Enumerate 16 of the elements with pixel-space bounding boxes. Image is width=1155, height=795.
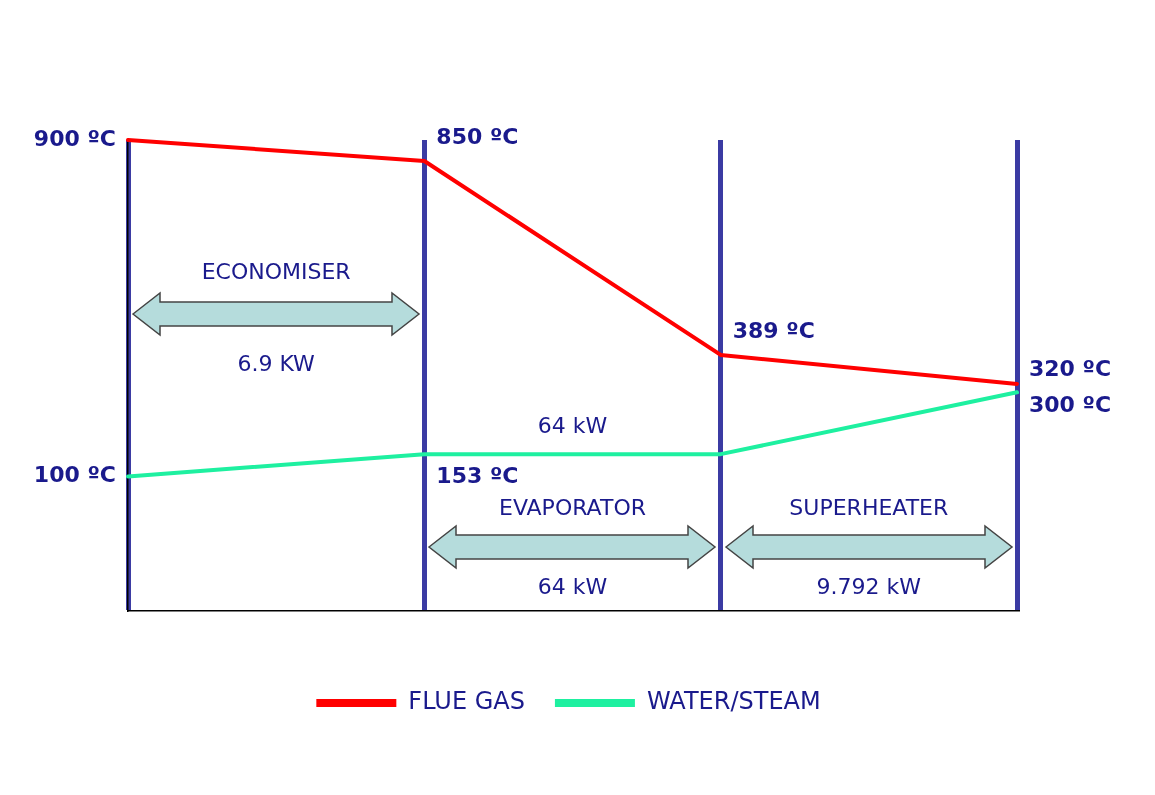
text: EVAPORATOR	[499, 494, 646, 520]
data-label: 900 ºC	[33, 125, 116, 151]
data-label: 850 ºC	[436, 123, 519, 149]
data-label: 389 ºC	[732, 317, 815, 343]
text: 64 kW	[537, 574, 608, 600]
annotation: ECONOMISER	[201, 259, 351, 285]
text: 9.792 kW	[816, 574, 922, 600]
data-label: 300 ºC	[1029, 392, 1112, 418]
text: SUPERHEATER	[789, 494, 949, 520]
data-label: 320 ºC	[1029, 355, 1112, 381]
legend-label: FLUE GAS	[408, 687, 525, 716]
legend-label: WATER/STEAM	[646, 687, 821, 716]
data-label: 100 ºC	[33, 462, 116, 488]
annotation: 64 kW	[537, 412, 608, 438]
annotation: 6.9 KW	[237, 350, 316, 376]
data-label: 153 ºC	[436, 462, 519, 488]
